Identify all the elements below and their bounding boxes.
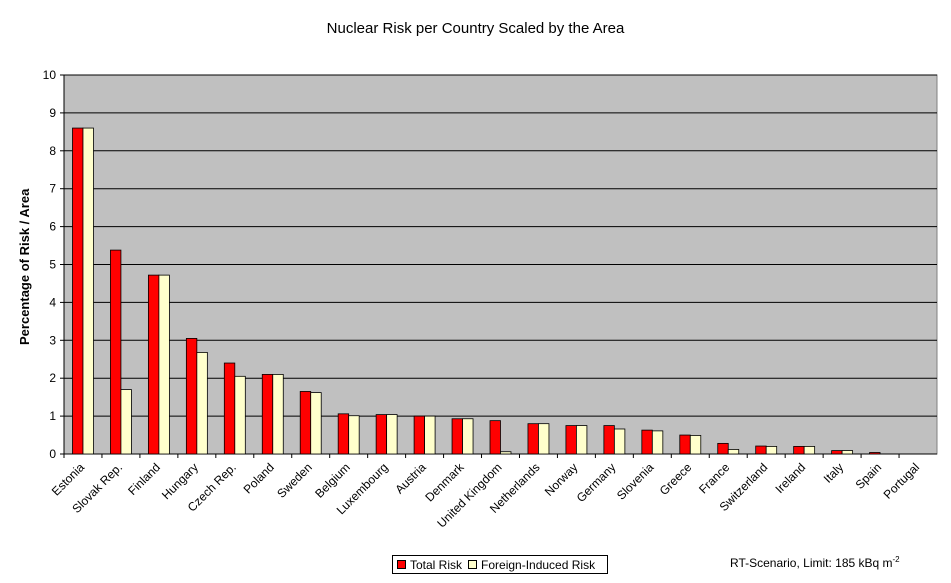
bar-total: [527, 423, 539, 455]
bar-total: [565, 425, 577, 455]
bar-total: [72, 127, 84, 455]
bar-total: [337, 413, 350, 455]
x-tick-label: Spain: [853, 460, 885, 492]
bar-foreign: [348, 415, 360, 455]
legend-item-foreign: Foreign-Induced Risk: [468, 558, 595, 572]
bar-foreign: [500, 451, 512, 455]
bar-total: [299, 391, 312, 455]
bar-foreign: [841, 450, 854, 455]
bar-foreign: [234, 375, 246, 455]
bar-total: [375, 414, 388, 455]
y-tick-label: 9: [49, 106, 56, 120]
bar-foreign: [727, 449, 740, 455]
y-tick-label: 0: [49, 447, 56, 461]
bar-total: [451, 418, 463, 455]
x-tick-label: Austria: [392, 460, 429, 497]
bar-total: [641, 429, 653, 455]
bar-foreign: [651, 430, 664, 455]
legend: Total Risk Foreign-Induced Risk: [392, 555, 608, 574]
bar-foreign: [765, 446, 778, 455]
x-tick-label: Slovenia: [614, 460, 657, 503]
bar-total: [717, 442, 729, 455]
bar-foreign: [272, 374, 284, 455]
bar-total: [147, 274, 160, 455]
bar-foreign: [613, 428, 626, 455]
x-tick-label: Poland: [241, 460, 277, 496]
bar-total: [223, 362, 236, 455]
legend-swatch-foreign: [468, 560, 478, 569]
bar-total: [831, 450, 843, 455]
legend-item-total: Total Risk: [397, 558, 462, 572]
bar-total: [413, 415, 425, 455]
bar-total: [603, 425, 615, 455]
y-axis-label: Percentage of Risk / Area: [17, 188, 32, 345]
bar-foreign: [689, 435, 702, 455]
bar-foreign: [462, 418, 474, 455]
y-tick-label: 1: [49, 409, 56, 423]
x-tick-label: Germany: [574, 460, 619, 505]
x-tick-label: France: [696, 460, 733, 497]
scenario-note-superscript: -2: [892, 555, 900, 564]
bar-foreign: [803, 446, 816, 455]
y-tick-label: 8: [49, 144, 56, 158]
bar-total: [755, 445, 767, 455]
y-tick-label: 3: [49, 333, 56, 347]
bar-foreign: [386, 414, 398, 455]
bar-foreign: [538, 423, 550, 455]
bar-total: [679, 434, 691, 455]
bar-foreign: [424, 415, 436, 455]
legend-swatch-total: [397, 560, 406, 569]
x-tick-label: Italy: [821, 460, 846, 485]
bar-foreign: [310, 392, 322, 455]
x-tick-label: Finland: [125, 460, 163, 498]
x-tick-label: Ireland: [772, 460, 808, 496]
bar-total: [110, 249, 122, 455]
x-tick-label: Sweden: [274, 460, 315, 501]
bar-total: [793, 446, 805, 455]
bar-total: [489, 420, 501, 455]
bar-foreign: [158, 274, 170, 455]
legend-label-total: Total Risk: [410, 557, 463, 572]
y-tick-label: 6: [49, 220, 56, 234]
x-tick-label: Portugal: [881, 460, 923, 502]
bar-foreign: [196, 352, 208, 455]
bar-total: [869, 452, 881, 455]
scenario-note-text: RT-Scenario, Limit: 185 kBq m: [730, 556, 893, 570]
bar-foreign: [576, 425, 588, 455]
y-tick-label: 5: [49, 258, 56, 272]
bar-foreign: [120, 389, 132, 455]
bar-total: [261, 374, 274, 455]
bar-total: [185, 338, 198, 455]
x-tick-label: Greece: [657, 460, 695, 498]
y-tick-label: 7: [49, 182, 56, 196]
legend-label-foreign: Foreign-Induced Risk: [481, 557, 596, 572]
scenario-note: RT-Scenario, Limit: 185 kBq m-2: [730, 555, 900, 570]
y-tick-label: 2: [49, 371, 56, 385]
chart-title: Nuclear Risk per Country Scaled by the A…: [326, 20, 625, 37]
y-tick-label: 10: [43, 68, 57, 82]
y-tick-label: 4: [49, 295, 56, 309]
bar-foreign: [82, 127, 94, 455]
